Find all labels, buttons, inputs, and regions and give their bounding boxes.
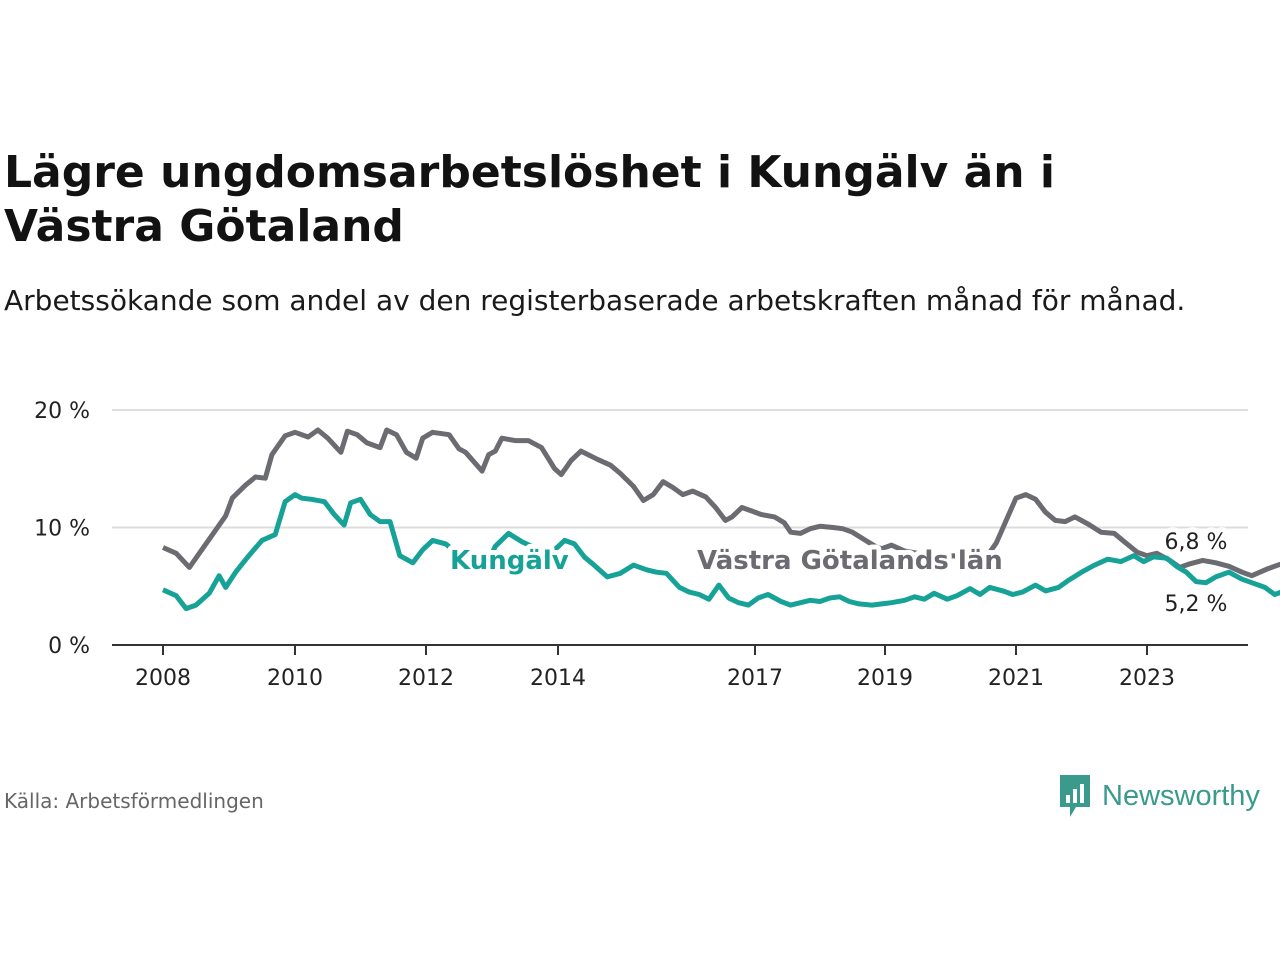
y-tick-label: 20 %	[34, 399, 90, 424]
x-tick-label: 2012	[398, 666, 454, 691]
x-tick-label: 2017	[727, 666, 783, 691]
series-label-kungalv: Kungälv	[450, 546, 569, 576]
series-line-vastra-gotalands-lan	[161, 427, 1280, 579]
source-note: Källa: Arbetsförmedlingen	[4, 789, 264, 813]
series-line-kungalv	[161, 492, 1280, 612]
x-tick-label: 2023	[1119, 666, 1175, 691]
newsworthy-logo-icon	[1060, 775, 1090, 817]
y-tick-label: 10 %	[34, 517, 90, 542]
chart-subtitle: Arbetssökande som andel av den registerb…	[4, 284, 1186, 317]
end-value-label-vastra: 6,8 %	[1165, 530, 1228, 555]
line-chart: 0 % 10 % 20 % 2008 2010 2012 2014 2017 2019 2021 2…	[34, 399, 1280, 691]
brand-logo: Newsworthy	[1058, 772, 1260, 820]
x-tick-label: 2014	[530, 666, 586, 691]
x-tick-label: 2019	[857, 666, 913, 691]
y-tick-label: 0 %	[48, 634, 90, 659]
x-tick-label: 2021	[988, 666, 1044, 691]
chart-title: Lägre ungdomsarbetslöshet i Kungälv än i…	[4, 147, 1056, 252]
brand-name: Newsworthy	[1102, 779, 1260, 812]
x-tick-label: 2010	[267, 666, 323, 691]
x-tick-label: 2008	[135, 666, 191, 691]
end-value-label-kungalv: 5,2 %	[1165, 592, 1228, 617]
series-label-vastra-gotalands-lan: Västra Götalands län	[697, 546, 1003, 576]
